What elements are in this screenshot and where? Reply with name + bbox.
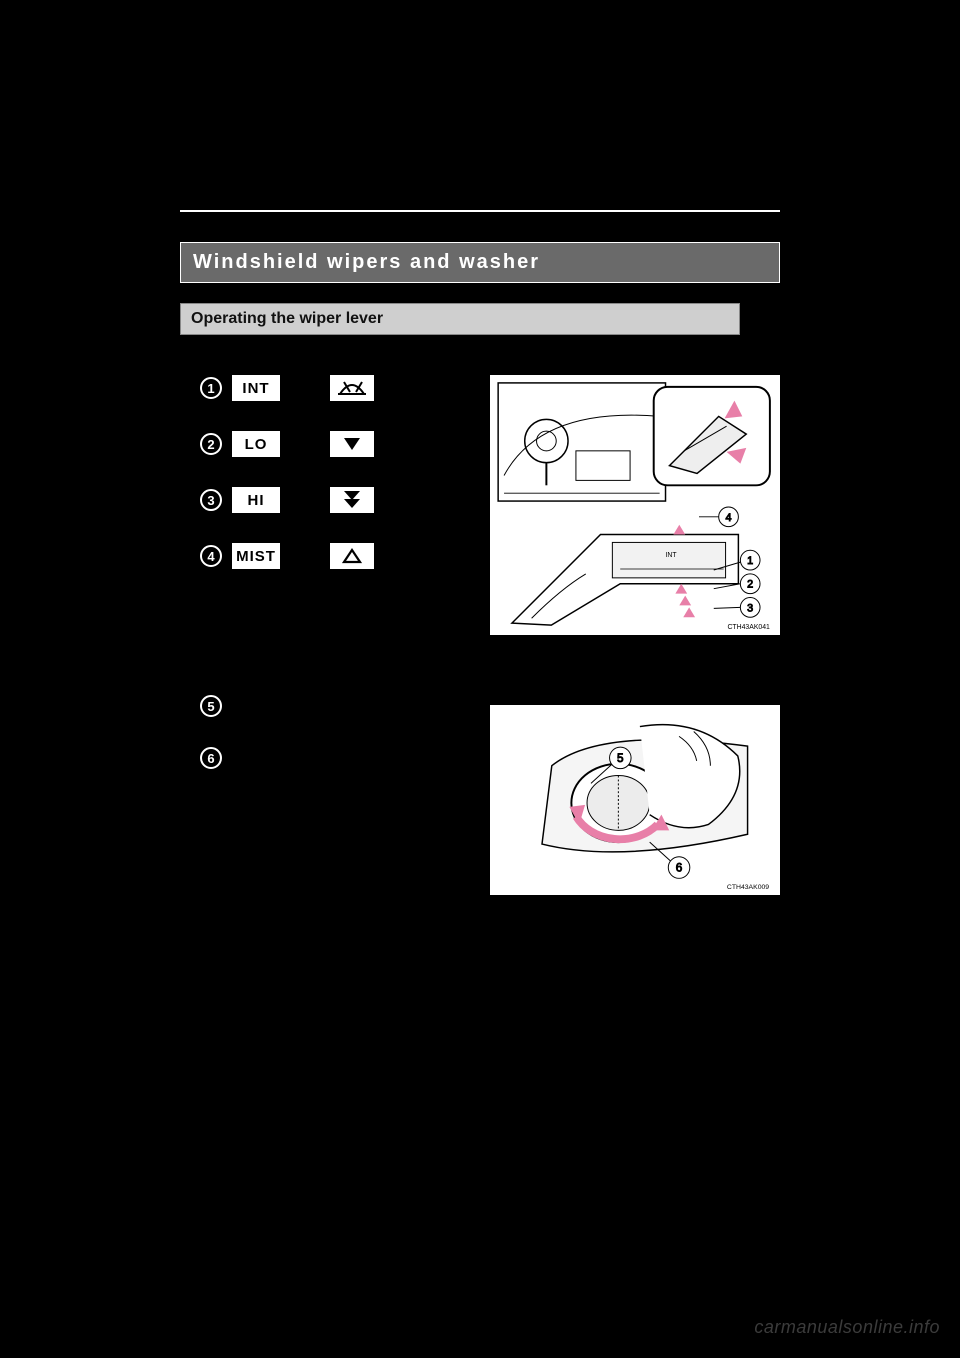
diagram-code: CTH43AK009 xyxy=(727,884,769,891)
diagram-code: CTH43AK041 xyxy=(727,624,770,631)
sub-title: Operating the wiper lever xyxy=(191,310,383,327)
callout-6: 6 xyxy=(676,861,683,874)
manual-page: Windshield wipers and washer Operating t… xyxy=(180,210,780,935)
section-title-bar: Windshield wipers and washer xyxy=(180,242,780,283)
callout-number: 1 xyxy=(200,377,222,399)
callout-number: 6 xyxy=(200,747,222,769)
tag-lo: LO xyxy=(232,431,280,457)
callout-4: 4 xyxy=(726,512,732,524)
interval-row-5: 5 xyxy=(200,695,420,717)
interval-row-6: 6 xyxy=(200,747,420,769)
interval-diagram: 5 6 CTH43AK009 xyxy=(490,705,780,895)
callout-number: 5 xyxy=(200,695,222,717)
lever-row-lo: 2 LO xyxy=(200,431,380,457)
section-title: Windshield wipers and washer xyxy=(193,251,540,273)
callout-3: 3 xyxy=(747,602,753,614)
double-down-arrow-icon xyxy=(330,487,374,513)
lever-diagram: INT 4 1 xyxy=(490,375,780,635)
lever-row-hi: 3 HI xyxy=(200,487,380,513)
lever-row-mist: 4 MIST xyxy=(200,543,380,569)
up-outline-arrow-icon xyxy=(330,543,374,569)
content-area: 1 INT 2 LO xyxy=(180,375,780,935)
lever-position-list: 1 INT 2 LO xyxy=(200,375,380,599)
callout-number: 4 xyxy=(200,545,222,567)
tag-int: INT xyxy=(232,375,280,401)
wiper-icon xyxy=(330,375,374,401)
callout-1: 1 xyxy=(747,555,753,567)
callout-2: 2 xyxy=(747,579,753,591)
rule-line xyxy=(180,210,780,212)
interval-list: 5 6 xyxy=(200,695,420,799)
callout-number: 3 xyxy=(200,489,222,511)
svg-text:INT: INT xyxy=(666,552,678,559)
sub-title-bar: Operating the wiper lever xyxy=(180,303,740,335)
tag-hi: HI xyxy=(232,487,280,513)
down-arrow-icon xyxy=(330,431,374,457)
callout-5: 5 xyxy=(617,752,624,765)
callout-number: 2 xyxy=(200,433,222,455)
lever-row-int: 1 INT xyxy=(200,375,380,401)
watermark: carmanualsonline.info xyxy=(754,1317,940,1338)
tag-mist: MIST xyxy=(232,543,280,569)
